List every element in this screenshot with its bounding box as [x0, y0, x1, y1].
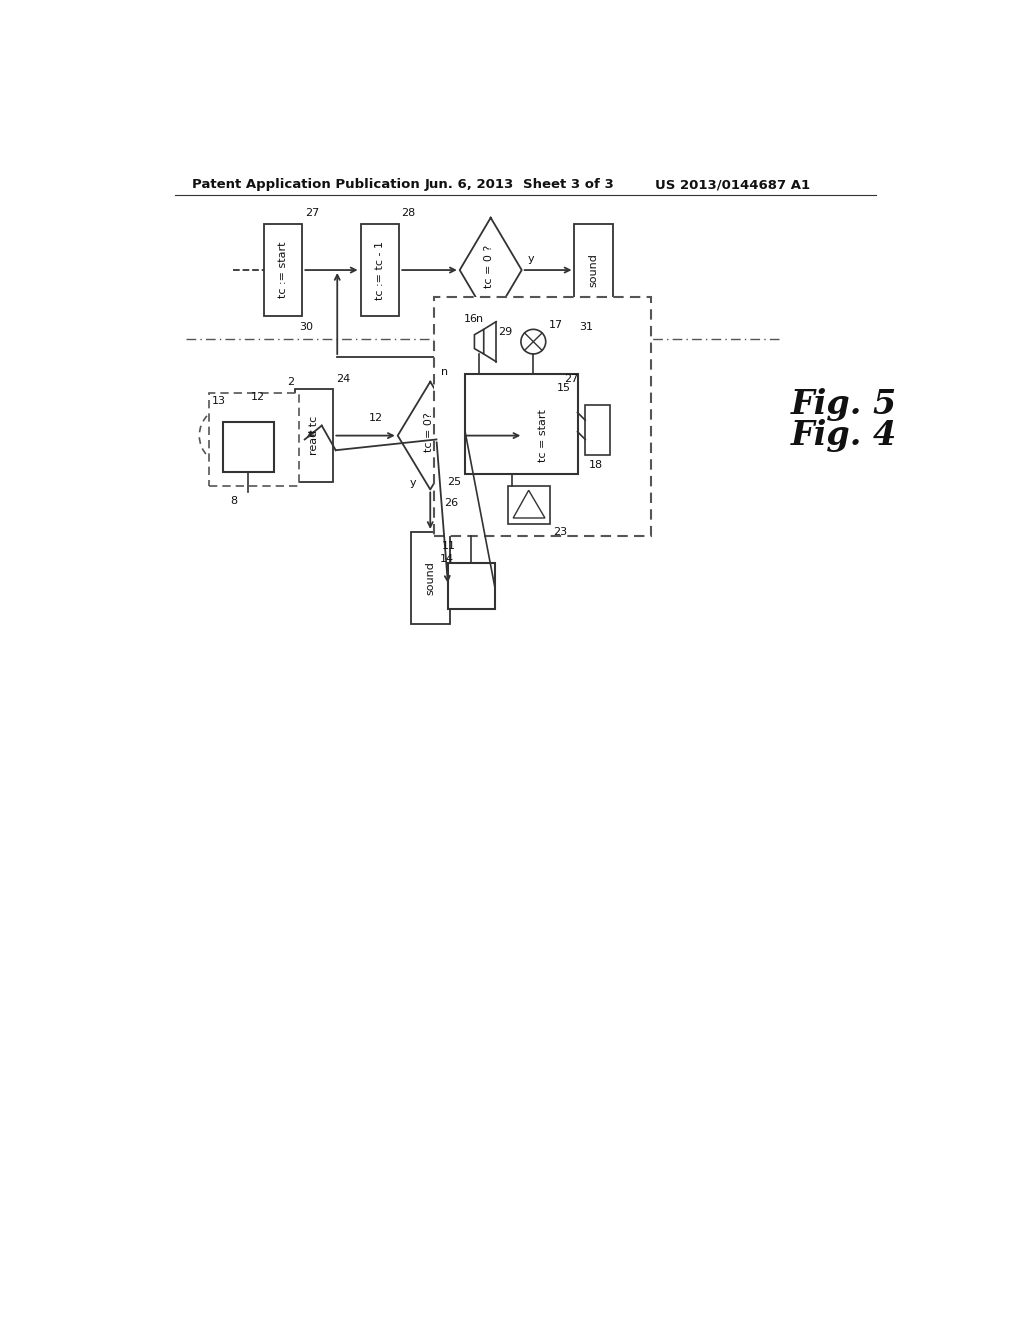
Text: sound: sound	[425, 561, 435, 595]
Text: Jun. 6, 2013: Jun. 6, 2013	[425, 178, 514, 191]
Text: tc := start: tc := start	[278, 242, 288, 298]
Bar	[465, 374, 578, 474]
Text: 14: 14	[440, 554, 455, 564]
Text: 26: 26	[444, 499, 459, 508]
Text: 27: 27	[305, 209, 318, 218]
Bar	[586, 405, 610, 455]
Text: 29: 29	[499, 326, 513, 337]
Text: 30: 30	[299, 322, 313, 333]
Bar	[449, 562, 495, 609]
Text: 17: 17	[549, 319, 563, 330]
Text: y: y	[410, 478, 417, 488]
Bar	[223, 422, 273, 471]
Bar	[434, 297, 651, 536]
Text: 24: 24	[336, 374, 350, 384]
Text: 12: 12	[251, 392, 264, 403]
Text: 31: 31	[579, 322, 593, 333]
Text: n: n	[476, 314, 483, 323]
Text: y: y	[527, 253, 535, 264]
Text: 18: 18	[589, 459, 603, 470]
Text: 13: 13	[212, 396, 225, 407]
Text: Sheet 3 of 3: Sheet 3 of 3	[523, 178, 614, 191]
Bar	[209, 393, 299, 486]
Text: 11: 11	[442, 541, 456, 550]
Polygon shape	[474, 330, 483, 354]
Bar	[411, 532, 450, 624]
Bar	[295, 389, 334, 482]
Text: tc := tc - 1: tc := tc - 1	[375, 240, 385, 300]
Text: 16: 16	[464, 314, 477, 323]
Text: tc = 0 ?: tc = 0 ?	[484, 244, 495, 288]
Bar	[523, 389, 562, 482]
Text: 23: 23	[554, 527, 567, 537]
Text: Fig. 5: Fig. 5	[791, 388, 897, 421]
Text: 28: 28	[401, 209, 416, 218]
Text: 8: 8	[230, 496, 238, 506]
Bar	[508, 486, 550, 524]
Bar	[574, 224, 613, 317]
Text: sound: sound	[589, 253, 599, 286]
Bar	[360, 224, 399, 317]
Bar	[263, 224, 302, 317]
Text: Patent Application Publication: Patent Application Publication	[193, 178, 420, 191]
Text: 15: 15	[557, 383, 571, 393]
Text: 27: 27	[564, 374, 579, 384]
Text: tc = 0?: tc = 0?	[424, 412, 434, 451]
Text: 2: 2	[287, 378, 294, 388]
Text: Fig. 4: Fig. 4	[791, 420, 897, 453]
Text: US 2013/0144687 A1: US 2013/0144687 A1	[655, 178, 810, 191]
Text: tc = start: tc = start	[538, 409, 548, 462]
Text: 25: 25	[447, 477, 462, 487]
Text: 12: 12	[370, 413, 383, 422]
Text: n: n	[440, 367, 447, 378]
Text: read tc: read tc	[309, 416, 319, 455]
